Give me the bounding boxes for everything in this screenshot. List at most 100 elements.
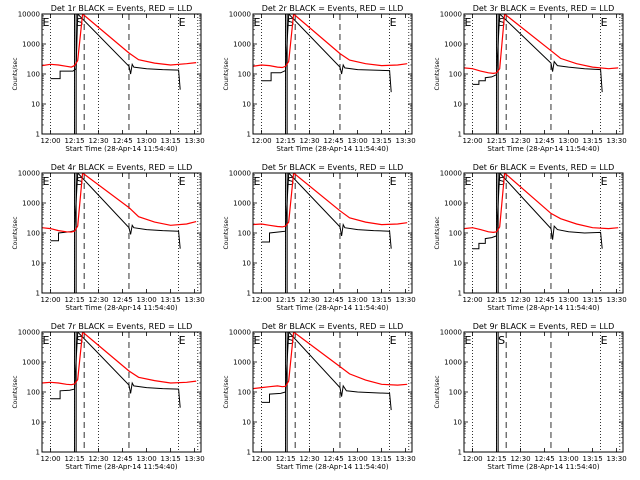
marker-label: S xyxy=(76,175,83,188)
marker-label: S xyxy=(76,16,83,29)
y-axis-label: Counts/sec xyxy=(12,216,19,249)
y-tick-label: 100 xyxy=(238,389,251,397)
plot-frame xyxy=(252,13,413,135)
x-tick-label: 13:30 xyxy=(607,296,627,304)
lld-series-line xyxy=(42,332,197,386)
y-tick-label: 1 xyxy=(247,449,251,457)
events-series-line xyxy=(50,332,181,408)
x-axis-label: Start Time (28-Apr-14 11:54:40) xyxy=(487,304,599,312)
marker-lines xyxy=(261,332,410,452)
x-tick-label: 13:00 xyxy=(136,296,156,304)
marker-label: E xyxy=(465,334,472,347)
marker-label: S xyxy=(498,175,505,188)
plot-frame xyxy=(41,172,202,294)
x-tick-label: 13:30 xyxy=(396,137,416,145)
plot-frame xyxy=(463,331,624,453)
series-group xyxy=(253,14,408,93)
x-tick-label: 13:00 xyxy=(347,455,367,463)
marker-label: S xyxy=(287,16,294,29)
marker-label: E xyxy=(43,16,50,29)
x-tick-label: 12:00 xyxy=(251,137,271,145)
x-tick-label: 12:15 xyxy=(275,455,295,463)
y-tick-label: 1 xyxy=(458,290,462,298)
series-group xyxy=(42,14,197,90)
events-series-line xyxy=(261,173,392,249)
y-tick-label: 10000 xyxy=(18,170,40,178)
lld-series-line xyxy=(253,173,408,228)
marker-label: E xyxy=(179,16,186,29)
x-tick-label: 12:30 xyxy=(510,296,530,304)
x-tick-label: 13:15 xyxy=(582,137,602,145)
y-axis-label: Counts/sec xyxy=(12,57,19,90)
x-tick-label: 12:30 xyxy=(510,137,530,145)
y-tick-label: 1000 xyxy=(444,359,462,367)
panel-title: Det 3r BLACK = Events, RED = LLD xyxy=(473,4,615,13)
x-tick-label: 13:30 xyxy=(185,296,205,304)
y-tick-label: 10000 xyxy=(229,11,251,19)
x-tick-label: 13:30 xyxy=(607,455,627,463)
lld-series-line xyxy=(464,14,619,75)
x-tick-label: 13:30 xyxy=(607,137,627,145)
x-tick-label: 12:00 xyxy=(40,137,60,145)
x-axis-label: Start Time (28-Apr-14 11:54:40) xyxy=(487,145,599,153)
marker-lines xyxy=(50,14,199,134)
y-tick-label: 1000 xyxy=(233,41,251,49)
x-tick-label: 13:30 xyxy=(396,455,416,463)
detector-panel: Det 9r BLACK = Events, RED = LLD Counts/s… xyxy=(434,322,627,471)
x-tick-label: 13:15 xyxy=(160,455,180,463)
x-tick-label: 12:15 xyxy=(486,455,506,463)
x-tick-label: 12:30 xyxy=(299,137,319,145)
x-tick-label: 12:45 xyxy=(112,296,132,304)
y-tick-label: 1000 xyxy=(444,200,462,208)
y-tick-label: 10 xyxy=(242,101,251,109)
x-tick-label: 12:15 xyxy=(486,137,506,145)
y-tick-label: 10000 xyxy=(440,329,462,337)
marker-label: S xyxy=(287,334,294,347)
x-tick-label: 12:45 xyxy=(112,137,132,145)
lld-series-line xyxy=(42,173,197,233)
y-tick-label: 10000 xyxy=(229,329,251,337)
x-tick-label: 13:00 xyxy=(136,137,156,145)
y-axis-label: Counts/sec xyxy=(12,375,19,408)
series-group xyxy=(253,332,408,411)
detector-panel: Det 5r BLACK = Events, RED = LLD Counts/s… xyxy=(223,163,416,312)
x-tick-label: 12:15 xyxy=(64,137,84,145)
x-tick-label: 12:30 xyxy=(88,296,108,304)
panel-title: Det 4r BLACK = Events, RED = LLD xyxy=(51,163,193,172)
plot-frame xyxy=(41,13,202,135)
x-tick-label: 12:30 xyxy=(299,455,319,463)
y-tick-label: 100 xyxy=(449,71,462,79)
x-tick-label: 12:00 xyxy=(462,455,482,463)
y-tick-label: 10 xyxy=(242,260,251,268)
x-tick-label: 12:15 xyxy=(486,296,506,304)
x-tick-label: 13:30 xyxy=(185,455,205,463)
marker-label: S xyxy=(498,16,505,29)
x-tick-label: 12:00 xyxy=(251,296,271,304)
lld-series-line xyxy=(253,332,408,390)
marker-label: S xyxy=(76,334,83,347)
y-tick-label: 1000 xyxy=(233,200,251,208)
detector-panel: Det 8r BLACK = Events, RED = LLD Counts/s… xyxy=(223,322,416,471)
panel-title: Det 7r BLACK = Events, RED = LLD xyxy=(51,322,193,331)
y-tick-label: 10 xyxy=(453,101,462,109)
x-tick-label: 13:00 xyxy=(347,137,367,145)
series-group xyxy=(464,14,619,93)
y-tick-label: 1 xyxy=(36,290,40,298)
x-tick-label: 12:45 xyxy=(112,455,132,463)
lld-series-line xyxy=(464,173,619,234)
events-series-line xyxy=(50,173,181,249)
y-tick-label: 100 xyxy=(238,71,251,79)
marker-label: E xyxy=(43,175,50,188)
marker-label: E xyxy=(601,334,608,347)
x-tick-label: 12:15 xyxy=(64,296,84,304)
panel-title: Det 2r BLACK = Events, RED = LLD xyxy=(262,4,404,13)
y-tick-label: 10000 xyxy=(18,329,40,337)
x-tick-label: 12:15 xyxy=(275,296,295,304)
y-tick-label: 10 xyxy=(31,101,40,109)
panel-title: Det 8r BLACK = Events, RED = LLD xyxy=(262,322,404,331)
marker-lines xyxy=(472,332,621,452)
marker-label: E xyxy=(43,334,50,347)
x-tick-label: 12:15 xyxy=(275,137,295,145)
x-tick-label: 13:00 xyxy=(558,455,578,463)
